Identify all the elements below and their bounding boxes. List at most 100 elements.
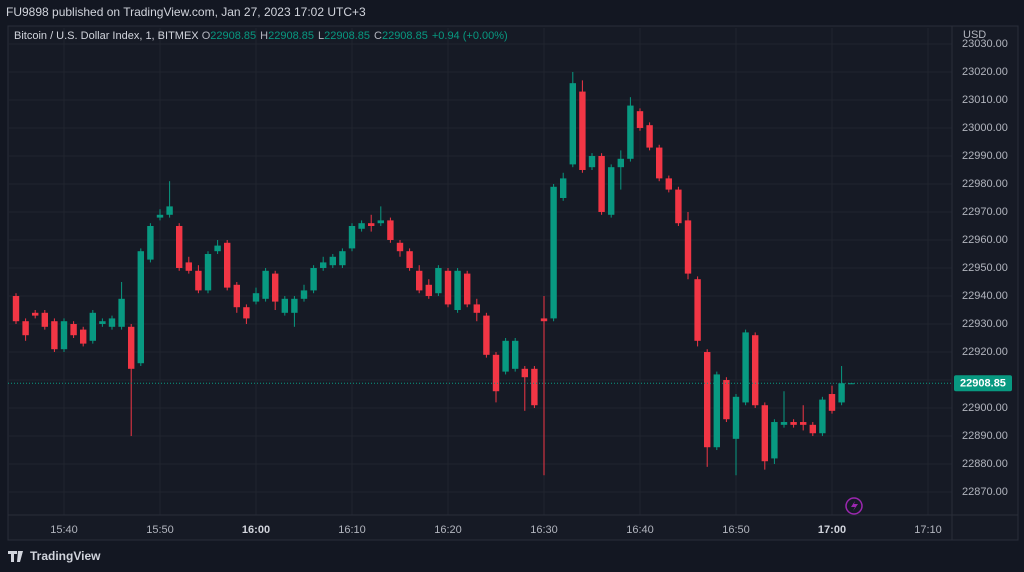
candle-body (147, 225, 154, 260)
candle-body (204, 253, 212, 291)
candle-body (243, 307, 250, 319)
candle-body (416, 270, 423, 291)
candle-body (473, 304, 480, 313)
y-tick-label: 22900.00 (962, 402, 1008, 414)
y-tick-label: 22880.00 (962, 458, 1008, 470)
candle-body (118, 298, 125, 327)
event-icon-bolt (851, 501, 858, 511)
y-tick-label: 22990.00 (962, 150, 1008, 162)
candle-body (348, 225, 356, 249)
candle-body (617, 158, 624, 168)
candle-body (185, 262, 192, 271)
change: +0.94 (+0.00%) (431, 30, 508, 42)
brand: TradingView (30, 549, 101, 563)
x-tick-label: 16:10 (338, 524, 366, 536)
candle-body (752, 335, 759, 406)
candle-body (694, 279, 701, 341)
y-tick-label: 23000.00 (962, 122, 1008, 134)
candle-body (89, 312, 96, 341)
y-tick-label: 23030.00 (962, 38, 1008, 50)
candle-body (156, 214, 164, 218)
candle-body (70, 324, 77, 336)
low-label: L (317, 30, 325, 42)
candle-body (723, 380, 730, 420)
candle-body (329, 256, 336, 266)
candle-body (521, 368, 528, 378)
candle-body (22, 321, 29, 336)
candle-body (502, 340, 509, 372)
candle-body (742, 332, 749, 403)
candle-body (540, 318, 548, 322)
candle-body (195, 270, 202, 291)
candle-body (483, 315, 490, 355)
x-tick-label: 16:00 (242, 524, 270, 536)
candle-body (425, 284, 432, 297)
candle-body (444, 270, 452, 305)
y-tick-label: 23020.00 (962, 66, 1008, 78)
y-tick-label: 22980.00 (962, 178, 1008, 190)
candle-body (233, 284, 240, 308)
candle-body (819, 399, 826, 434)
candle-body (291, 298, 298, 313)
candle-body (128, 326, 135, 369)
candle-body (492, 354, 500, 392)
candle-body (579, 91, 586, 170)
candle-body (387, 220, 394, 240)
candle-body (771, 422, 778, 459)
candle-body (108, 318, 116, 327)
candle-body (809, 424, 816, 434)
candle-body (684, 220, 692, 274)
candle-body (368, 223, 375, 226)
y-tick-label: 22940.00 (962, 290, 1008, 302)
close-value: 22908.85 (381, 30, 428, 42)
candle-body (838, 383, 845, 403)
low-value: 22908.85 (324, 30, 370, 42)
candle-body (300, 290, 308, 299)
candle-body (272, 273, 279, 302)
candle-body (60, 321, 68, 350)
candle-body (550, 186, 557, 319)
candle-body (828, 394, 836, 411)
candle-body (99, 321, 106, 325)
candle-body (224, 242, 231, 288)
y-tick-label: 22960.00 (962, 234, 1008, 246)
event-icon[interactable] (845, 497, 863, 515)
candle-body (454, 270, 461, 311)
candle-body (656, 147, 663, 179)
x-tick-label: 16:30 (530, 524, 558, 536)
candle-body (665, 178, 672, 190)
candle-body (761, 405, 768, 462)
y-tick-label: 22890.00 (962, 430, 1008, 442)
x-tick-label: 16:20 (434, 524, 462, 536)
candle-body (464, 273, 471, 305)
candle-body (32, 312, 39, 316)
candle-body (214, 245, 221, 252)
candle-body (588, 155, 596, 168)
candle-body (377, 220, 384, 224)
y-tick-label: 22870.00 (962, 486, 1008, 498)
currency: USD (963, 29, 986, 41)
candle-body (569, 83, 576, 165)
candle-body (598, 155, 605, 212)
candle-body (704, 352, 711, 448)
candle-body (310, 267, 317, 291)
candle-body (406, 251, 413, 268)
candle-body (396, 242, 404, 252)
candle-body (790, 422, 797, 425)
y-tick-label: 22950.00 (962, 262, 1008, 274)
y-tick-label: 22970.00 (962, 206, 1008, 218)
candle-body (560, 178, 567, 198)
candle-body (531, 368, 538, 406)
x-tick-label: 16:50 (722, 524, 750, 536)
symbol-title: Bitcoin / U.S. Dollar Index, 1, BITMEX (14, 30, 199, 42)
candle-body (166, 206, 173, 215)
candle-body (512, 340, 519, 369)
candle-body (358, 223, 365, 229)
candle-body (262, 270, 269, 299)
high-label: H (260, 30, 269, 42)
y-tick-label: 22930.00 (962, 318, 1008, 330)
candle-body (320, 262, 327, 268)
candle-body (51, 321, 58, 350)
candle-body (646, 125, 653, 148)
